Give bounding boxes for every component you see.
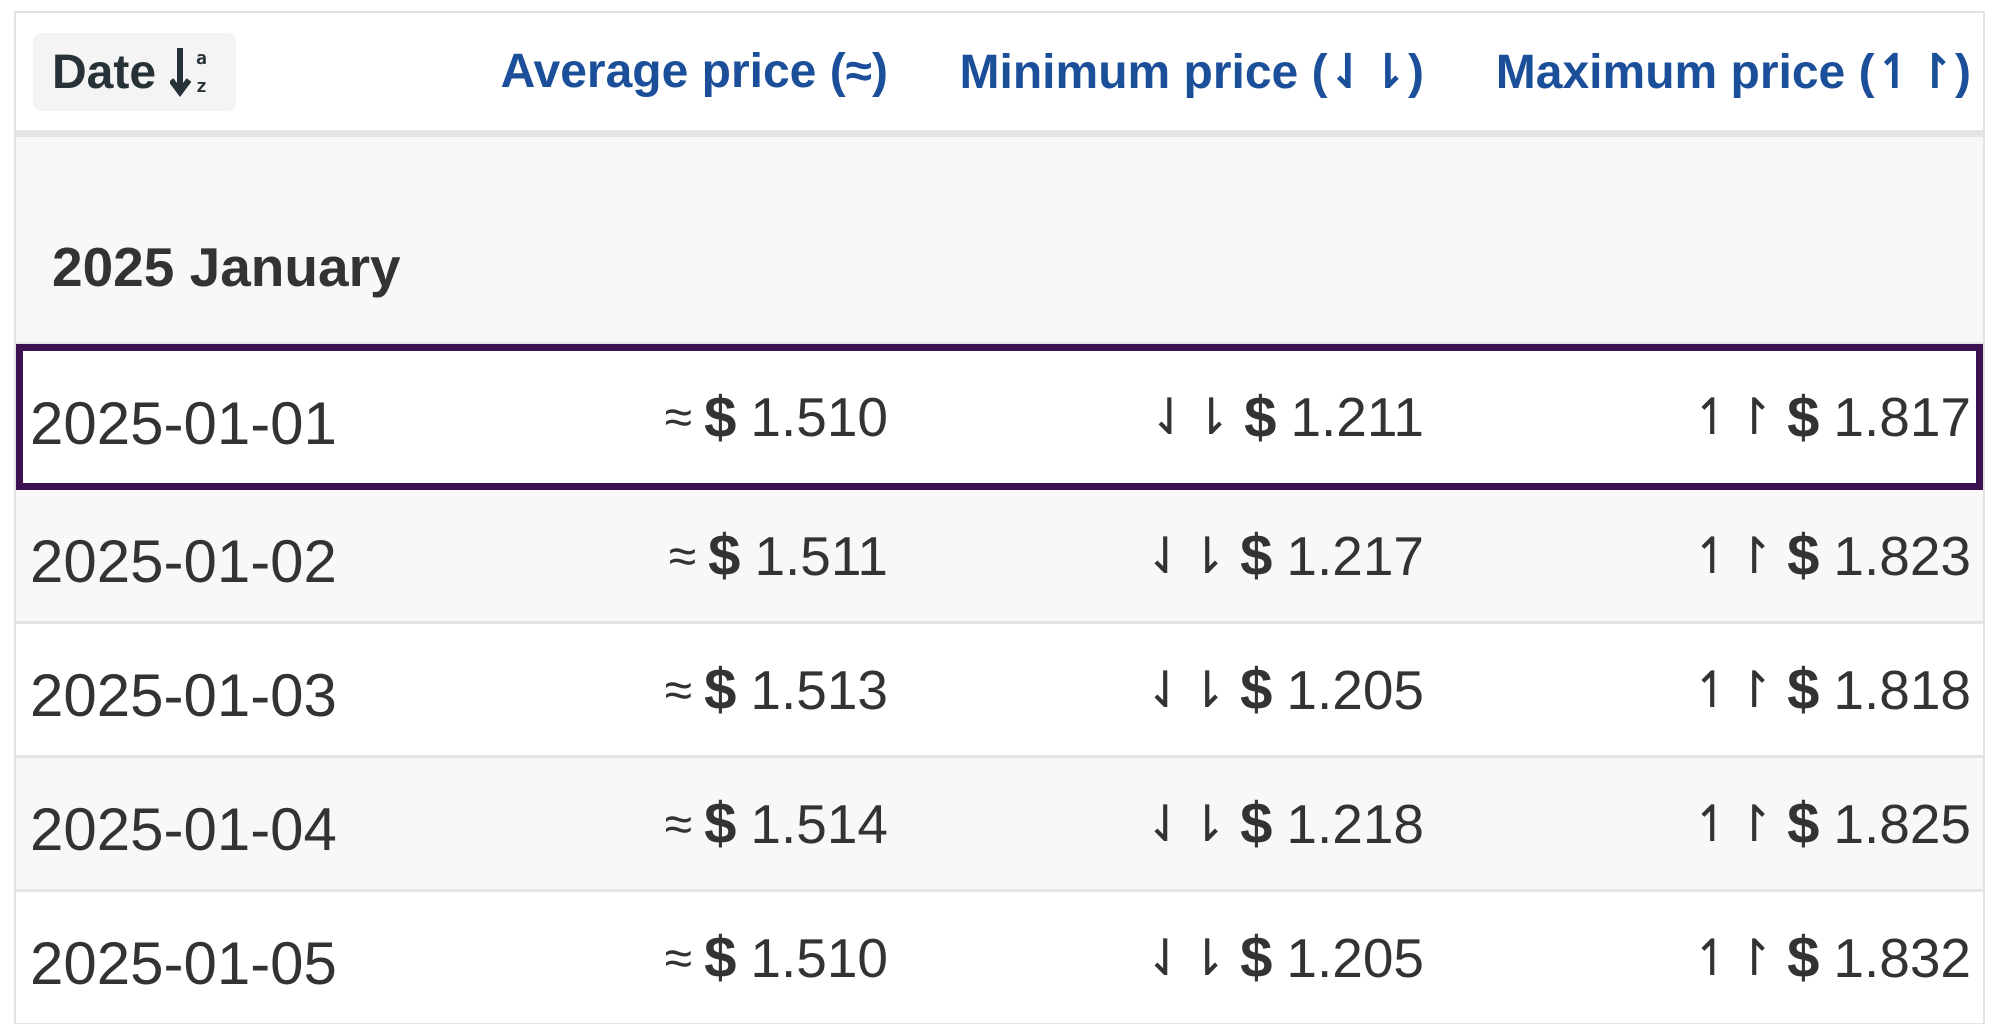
up-arrows-icon: ↿↾ — [1691, 389, 1776, 445]
price-table: Date a z Average price (≈) Minimum price… — [14, 11, 1985, 1024]
minimum-price-value: 1.217 — [1286, 524, 1424, 587]
dollar-sign: $ — [1787, 925, 1820, 990]
date-header-label: Date — [52, 45, 157, 99]
average-price-cell: ≈ $1.511 — [669, 490, 888, 621]
maximum-price-value: 1.818 — [1833, 658, 1971, 721]
dollar-sign: $ — [704, 657, 737, 722]
dollar-sign: $ — [708, 523, 741, 588]
approx-icon: ≈ — [664, 929, 693, 986]
down-arrows-icon: ⇃⇂ — [1144, 661, 1229, 718]
dollar-sign: $ — [1240, 925, 1273, 990]
dollar-sign: $ — [704, 925, 737, 990]
approx-icon: ≈ — [668, 527, 697, 584]
svg-text:a: a — [196, 48, 207, 69]
sort-a-z-down-icon[interactable]: a z — [170, 42, 214, 102]
table-row[interactable]: 2025-01-02 ≈ $1.511 ⇃⇂ $1.217 ↿↾ $1.823 — [16, 490, 1983, 624]
maximum-price-cell: ↿↾ $1.825 — [1691, 758, 1971, 889]
dollar-sign: $ — [1787, 657, 1820, 722]
average-price-cell: ≈ $1.510 — [665, 892, 888, 1023]
dollar-sign: $ — [1240, 523, 1273, 588]
approx-icon: ≈ — [664, 795, 693, 852]
month-group-row: 2025 January — [16, 137, 1983, 344]
average-price-value: 1.510 — [750, 386, 888, 448]
table-body: 2025-01-01 ≈ $1.510 ⇃⇂ $1.211 ↿↾ $1.817 2025-01… — [16, 344, 1983, 1024]
up-arrows-icon: ↿↾ — [1691, 661, 1776, 718]
table-row[interactable]: 2025-01-03 ≈ $1.513 ⇃⇂ $1.205 ↿↾ $1.818 — [16, 624, 1983, 758]
date-cell: 2025-01-01 — [30, 344, 337, 490]
date-cell: 2025-01-05 — [30, 892, 337, 1023]
date-cell: 2025-01-02 — [30, 490, 337, 621]
month-group-label: 2025 January — [52, 236, 401, 298]
average-price-value: 1.511 — [754, 524, 888, 587]
average-price-value: 1.513 — [750, 658, 888, 721]
dollar-sign: $ — [704, 384, 737, 450]
svg-text:z: z — [196, 76, 207, 97]
maximum-price-value: 1.825 — [1833, 792, 1971, 855]
down-arrows-icon: ⇃⇂ — [1148, 389, 1233, 445]
date-cell: 2025-01-04 — [30, 758, 337, 889]
minimum-price-value: 1.218 — [1286, 792, 1424, 855]
dollar-sign: $ — [1787, 384, 1820, 450]
minimum-price-value: 1.205 — [1286, 926, 1424, 989]
date-value: 2025-01-03 — [30, 662, 337, 729]
date-column-header[interactable]: Date a z — [33, 33, 237, 111]
average-price-value: 1.510 — [750, 926, 888, 989]
maximum-price-value: 1.823 — [1833, 524, 1971, 587]
dollar-sign: $ — [704, 791, 737, 856]
dollar-sign: $ — [1787, 791, 1820, 856]
maximum-price-column-header[interactable]: Maximum price (↿↾) — [1495, 45, 1971, 99]
up-arrows-icon: ↿↾ — [1691, 527, 1776, 584]
minimum-price-cell: ⇃⇂ $1.205 — [1144, 624, 1424, 755]
date-cell: 2025-01-03 — [30, 624, 337, 755]
date-value: 2025-01-04 — [30, 796, 337, 863]
table-row[interactable]: 2025-01-05 ≈ $1.510 ⇃⇂ $1.205 ↿↾ $1.832 — [16, 892, 1983, 1024]
date-value: 2025-01-02 — [30, 528, 337, 595]
up-arrows-icon: ↿↾ — [1691, 929, 1776, 986]
table-row[interactable]: 2025-01-04 ≈ $1.514 ⇃⇂ $1.218 ↿↾ $1.825 — [16, 758, 1983, 892]
minimum-price-cell: ⇃⇂ $1.211 — [1148, 344, 1424, 490]
minimum-price-cell: ⇃⇂ $1.205 — [1144, 892, 1424, 1023]
maximum-price-cell: ↿↾ $1.817 — [1691, 344, 1971, 490]
average-price-column-header[interactable]: Average price (≈) — [500, 45, 888, 98]
maximum-price-cell: ↿↾ $1.818 — [1691, 624, 1971, 755]
table-header: Date a z Average price (≈) Minimum price… — [16, 13, 1983, 137]
minimum-price-value: 1.205 — [1286, 658, 1424, 721]
minimum-price-column-header[interactable]: Minimum price (⇃⇂) — [959, 45, 1424, 99]
date-value: 2025-01-05 — [30, 930, 337, 997]
average-price-cell: ≈ $1.510 — [665, 344, 888, 490]
dollar-sign: $ — [1240, 657, 1273, 722]
date-value: 2025-01-01 — [30, 389, 337, 457]
maximum-price-value: 1.817 — [1833, 386, 1971, 448]
minimum-price-cell: ⇃⇂ $1.218 — [1144, 758, 1424, 889]
average-price-cell: ≈ $1.514 — [665, 758, 888, 889]
average-price-value: 1.514 — [750, 792, 888, 855]
down-arrows-icon: ⇃⇂ — [1144, 795, 1229, 852]
maximum-price-cell: ↿↾ $1.823 — [1691, 490, 1971, 621]
table-row-selected[interactable]: 2025-01-01 ≈ $1.510 ⇃⇂ $1.211 ↿↾ $1.817 — [16, 344, 1983, 490]
up-arrows-icon: ↿↾ — [1691, 795, 1776, 852]
maximum-price-cell: ↿↾ $1.832 — [1691, 892, 1971, 1023]
minimum-price-cell: ⇃⇂ $1.217 — [1144, 490, 1424, 621]
approx-icon: ≈ — [664, 389, 693, 445]
average-price-cell: ≈ $1.513 — [665, 624, 888, 755]
down-arrows-icon: ⇃⇂ — [1144, 929, 1229, 986]
dollar-sign: $ — [1240, 791, 1273, 856]
down-arrows-icon: ⇃⇂ — [1144, 527, 1229, 584]
approx-icon: ≈ — [664, 661, 693, 718]
minimum-price-value: 1.211 — [1290, 386, 1424, 448]
dollar-sign: $ — [1787, 523, 1820, 588]
dollar-sign: $ — [1244, 384, 1277, 450]
maximum-price-value: 1.832 — [1833, 926, 1971, 989]
